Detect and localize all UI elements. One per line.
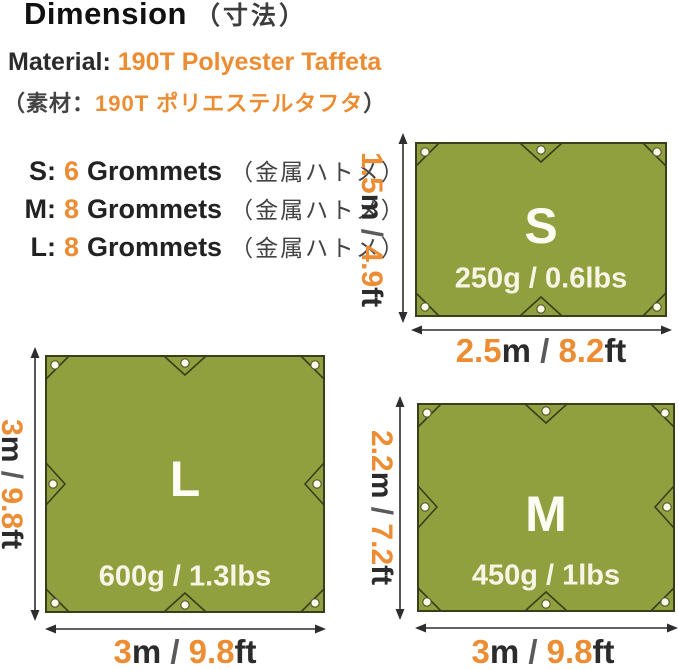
material-line-jp: （素材：190T ポリエステルタフタ） bbox=[3, 86, 386, 118]
grommet-word: Grommets bbox=[87, 232, 223, 262]
grommet-note-jp: （金属ハトメ） bbox=[230, 159, 406, 185]
grommet-note-jp: （金属ハトメ） bbox=[230, 197, 406, 223]
s-height-metric-unit: m bbox=[355, 193, 388, 221]
title-en: Dimension bbox=[24, 0, 187, 31]
grommet-note-jp: （金属ハトメ） bbox=[230, 235, 406, 261]
grommet-dots bbox=[48, 358, 322, 610]
page-title: Dimension （寸法） bbox=[24, 0, 307, 32]
l-width-imperial: 9.8 bbox=[188, 633, 235, 670]
s-width-arrow bbox=[411, 325, 672, 335]
m-width-metric-unit: m bbox=[489, 633, 520, 670]
tarp-s: S 250g / 0.6lbs bbox=[415, 142, 667, 317]
tarp-s-fabric bbox=[415, 142, 667, 317]
tarp-s-graphic bbox=[415, 142, 667, 317]
s-width-imperial-unit: ft bbox=[604, 332, 627, 369]
tarp-m-graphic bbox=[417, 403, 675, 612]
grommet-count: 8 bbox=[64, 232, 80, 262]
s-width-label: 2.5m / 8.2ft bbox=[407, 332, 675, 370]
material-label: Material: bbox=[8, 48, 111, 76]
m-width-sep: / bbox=[519, 633, 547, 670]
size-label: S: bbox=[29, 156, 56, 186]
edge-reinforcements bbox=[519, 142, 563, 317]
material-jp-value: 190T ポリエステルタフタ bbox=[95, 91, 364, 116]
tarp-l-size-letter: L bbox=[169, 450, 201, 507]
grommet-count: 6 bbox=[64, 156, 80, 186]
m-height-label: 2.2m / 7.2ft bbox=[364, 403, 398, 612]
m-height-imperial-unit: ft bbox=[365, 565, 398, 586]
l-height-label: 3m / 9.8ft bbox=[0, 355, 28, 613]
size-label: L: bbox=[30, 232, 56, 262]
grommet-spec-l: L: 8 Grommets （金属ハトメ） bbox=[16, 228, 406, 266]
s-width-imperial: 8.2 bbox=[558, 332, 605, 369]
tarp-m: M 450g / 1lbs bbox=[417, 403, 675, 612]
l-width-sep: / bbox=[161, 633, 189, 670]
s-height-sep: / bbox=[355, 220, 388, 246]
l-height-imperial-unit: ft bbox=[0, 529, 28, 550]
tarp-s-weight: 250g / 0.6lbs bbox=[454, 262, 628, 294]
grommet-word: Grommets bbox=[87, 194, 223, 224]
tarp-l: L 600g / 1.3lbs bbox=[45, 355, 325, 613]
l-height-imperial: 9.8 bbox=[0, 487, 28, 530]
m-width-imperial-unit: ft bbox=[592, 633, 615, 670]
tarp-m-weight: 450g / 1lbs bbox=[471, 559, 621, 592]
l-width-imperial-unit: ft bbox=[234, 633, 257, 670]
m-height-metric: 2.2 bbox=[365, 429, 398, 472]
m-height-arrow bbox=[395, 396, 405, 620]
l-height-metric: 3 bbox=[0, 418, 28, 436]
tarp-m-size-letter: M bbox=[525, 485, 567, 542]
material-jp-close: ） bbox=[363, 91, 387, 116]
tarp-l-weight: 600g / 1.3lbs bbox=[98, 560, 272, 593]
grommet-count: 8 bbox=[64, 194, 80, 224]
grommet-dots bbox=[420, 406, 672, 609]
material-jp-open: （素材： bbox=[3, 91, 96, 116]
material-line: Material: 190T Polyester Taffeta bbox=[8, 48, 381, 77]
l-height-arrow bbox=[30, 347, 40, 621]
m-width-imperial: 9.8 bbox=[546, 633, 593, 670]
tarp-l-fabric bbox=[45, 355, 325, 613]
grommet-word: Grommets bbox=[87, 156, 223, 186]
grommet-dots bbox=[420, 145, 662, 314]
s-height-imperial-unit: ft bbox=[355, 287, 388, 308]
tarp-l-graphic bbox=[45, 355, 325, 613]
m-width-metric: 3 bbox=[471, 633, 490, 670]
tarp-m-fabric bbox=[417, 403, 675, 612]
m-width-arrow bbox=[415, 623, 678, 633]
grommet-spec-m: M: 8 Grommets （金属ハトメ） bbox=[16, 190, 406, 228]
edge-reinforcements bbox=[417, 403, 675, 612]
s-height-metric: 1.5 bbox=[355, 151, 388, 194]
l-width-metric-unit: m bbox=[131, 633, 162, 670]
s-width-sep: / bbox=[530, 332, 559, 369]
l-width-arrow bbox=[45, 624, 326, 634]
l-height-sep: / bbox=[0, 470, 28, 479]
material-value: 190T Polyester Taffeta bbox=[117, 48, 382, 76]
l-height-metric-unit: m bbox=[0, 435, 28, 463]
m-height-imperial: 7.2 bbox=[365, 523, 398, 566]
s-width-metric: 2.5 bbox=[455, 332, 502, 369]
edge-reinforcements bbox=[45, 355, 325, 613]
l-width-metric: 3 bbox=[113, 633, 132, 670]
s-height-label: 1.5m / 4.9ft bbox=[354, 142, 388, 317]
m-width-label: 3m / 9.8ft bbox=[409, 633, 677, 670]
grommet-spec-list: S: 6 Grommets （金属ハトメ） M: 8 Grommets （金属ハトメ） L:… bbox=[16, 152, 406, 266]
s-height-imperial: 4.9 bbox=[355, 245, 388, 288]
s-width-metric-unit: m bbox=[501, 332, 531, 369]
s-height-arrow bbox=[398, 133, 408, 323]
l-width-label: 3m / 9.8ft bbox=[45, 633, 325, 670]
size-label: M: bbox=[24, 194, 56, 224]
tarp-s-size-letter: S bbox=[524, 198, 558, 254]
m-height-metric-unit: m bbox=[365, 471, 398, 499]
m-height-sep: / bbox=[365, 498, 398, 524]
title-jp: （寸法） bbox=[194, 2, 307, 30]
grommet-spec-s: S: 6 Grommets （金属ハトメ） bbox=[16, 152, 406, 190]
